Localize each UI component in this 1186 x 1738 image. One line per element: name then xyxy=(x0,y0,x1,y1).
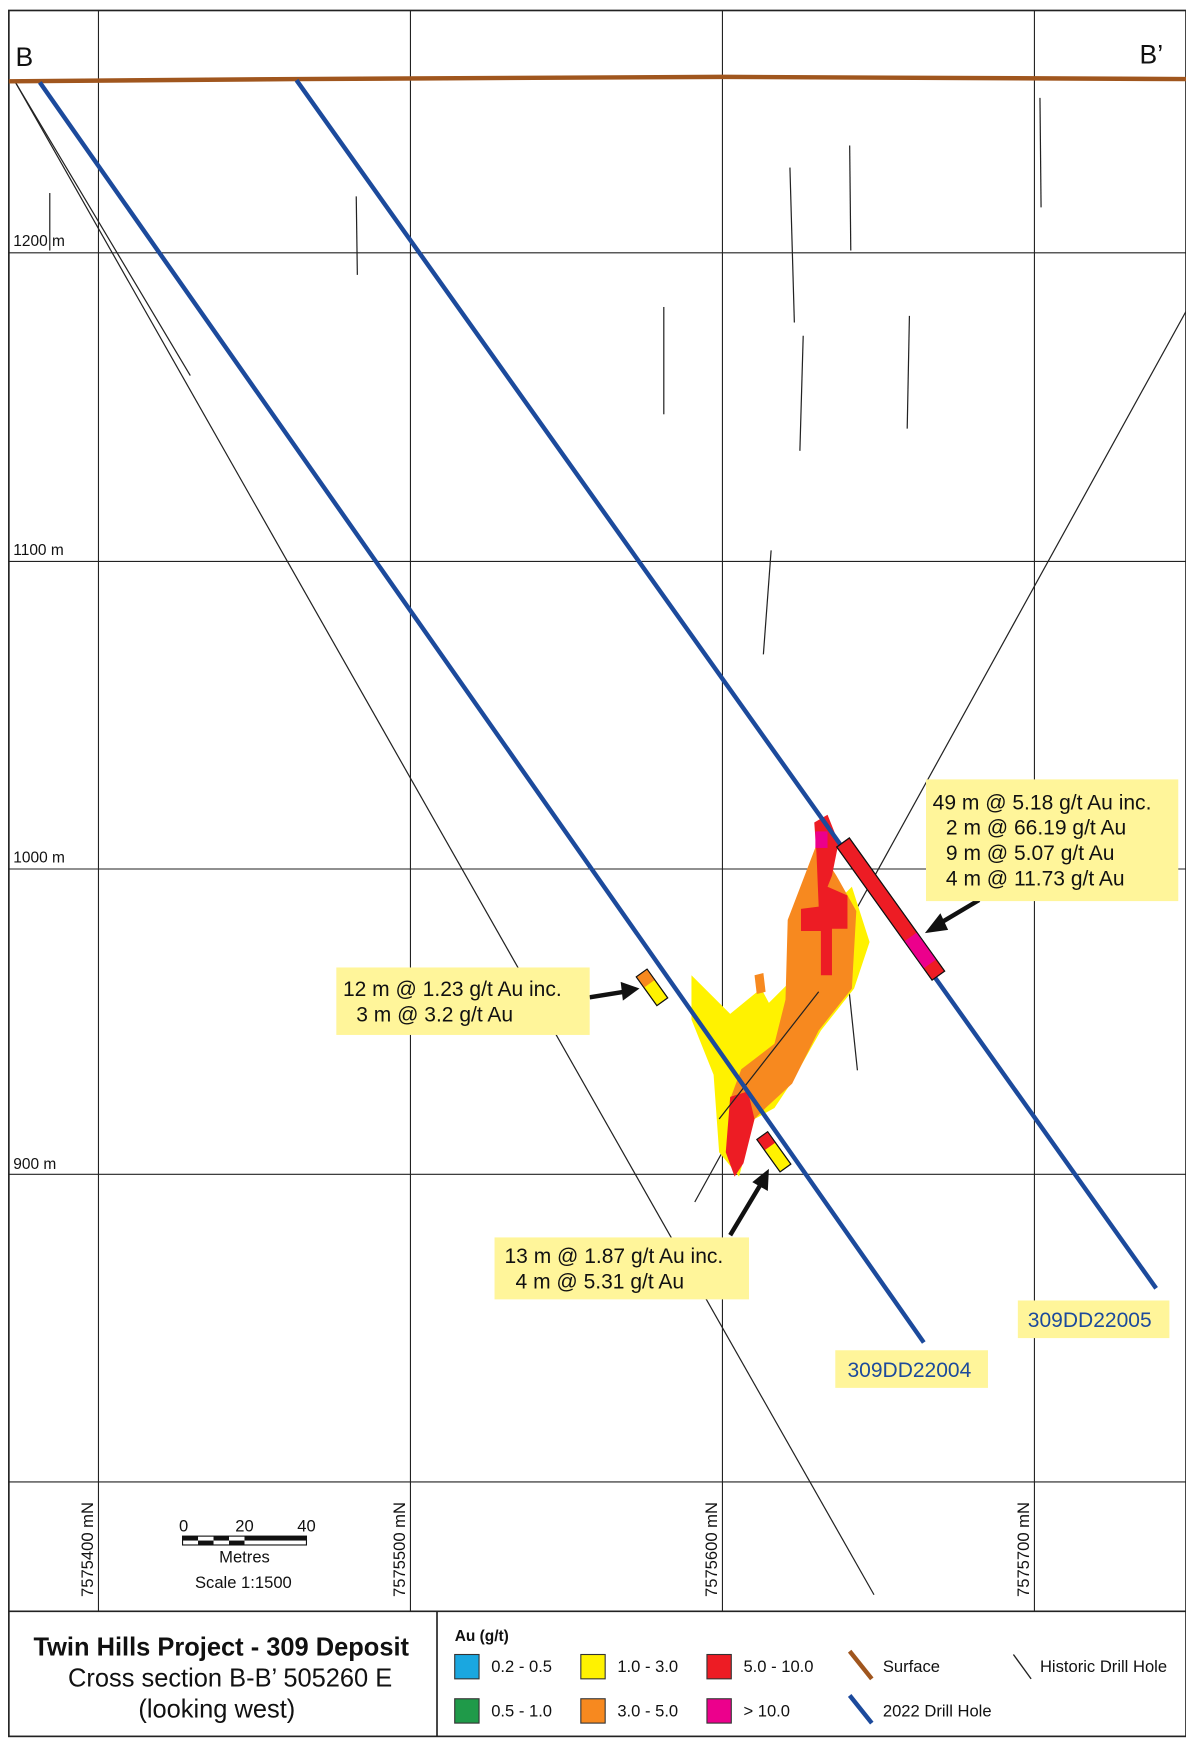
title: Twin Hills Project - 309 Deposit xyxy=(34,1634,410,1662)
elevation: 1100 m xyxy=(13,542,63,559)
elevation: 1000 m xyxy=(13,849,65,866)
legend-label: 3.0 - 5.0 xyxy=(617,1701,678,1720)
scale-tick: 0 xyxy=(179,1517,188,1536)
note: (looking west) xyxy=(138,1696,295,1724)
legend-swatch xyxy=(454,1653,480,1680)
scale-ratio: Scale 1:1500 xyxy=(195,1573,292,1592)
intercept-box xyxy=(926,779,1179,902)
northing: 7575600 mN xyxy=(702,1502,721,1597)
northing: 7575700 mN xyxy=(1014,1502,1033,1597)
hole-label: 309DD22005 xyxy=(1028,1309,1152,1332)
intercept-box xyxy=(494,1237,749,1300)
drill-holes xyxy=(38,78,1158,1344)
legend-label: 1.0 - 3.0 xyxy=(617,1657,678,1676)
section-end: B’ xyxy=(1140,40,1164,70)
elevation: 1200 m xyxy=(13,233,65,250)
hole-label-box xyxy=(1017,1300,1170,1339)
legend-swatch xyxy=(580,1698,606,1724)
hole-label-box xyxy=(835,1350,988,1388)
legend-swatch xyxy=(580,1653,606,1680)
elevation: 900 m xyxy=(13,1156,56,1173)
intercept-text: 13 m @ 1.87 g/t Au inc. 4 m @ 5.31 g/t Au xyxy=(504,1245,723,1293)
subtitle: Cross section B-B’ 505260 E xyxy=(68,1665,392,1693)
intercept-text: 49 m @ 5.18 g/t Au inc. 2 m @ 66.19 g/t A… xyxy=(933,791,1152,890)
legend-label: > 10.0 xyxy=(743,1701,790,1720)
intercept-bars xyxy=(635,837,946,1173)
elevation-labels: 1200 m 1100 m 1000 m 900 m xyxy=(13,233,65,1173)
legend: Au (g/t) Surface 2022 Drill Hole Histori… xyxy=(454,1628,1167,1725)
legend-label: 0.2 - 0.5 xyxy=(491,1657,552,1676)
legend-label: Surface xyxy=(883,1657,940,1676)
legend-title: Au (g/t) xyxy=(455,1628,509,1645)
legend-swatch xyxy=(706,1653,732,1680)
scale-tick: 40 xyxy=(297,1517,315,1536)
northing: 7575400 mN xyxy=(78,1502,97,1597)
legend-label: 2022 Drill Hole xyxy=(883,1701,992,1720)
grade-shells xyxy=(691,814,870,1177)
legend-label: 5.0 - 10.0 xyxy=(743,1657,813,1676)
intercept-text: 12 m @ 1.23 g/t Au inc. 3 m @ 3.2 g/t Au xyxy=(343,978,562,1026)
surface xyxy=(8,74,1186,84)
legend-swatch xyxy=(706,1698,732,1724)
section-start: B xyxy=(15,42,33,72)
grid xyxy=(8,10,1186,1737)
scale-tick: 20 xyxy=(235,1517,253,1536)
hole-label: 309DD22004 xyxy=(847,1359,971,1382)
northing: 7575500 mN xyxy=(390,1502,409,1597)
scale-bar: 0 20 40 Metres Scale 1:1500 xyxy=(179,1517,316,1592)
legend-label: Historic Drill Hole xyxy=(1040,1657,1167,1676)
legend-swatch xyxy=(454,1698,480,1724)
arrows xyxy=(589,898,981,1237)
legend-label: 0.5 - 1.0 xyxy=(491,1701,552,1720)
intercept-box xyxy=(336,967,590,1035)
scale-unit: Metres xyxy=(219,1548,270,1567)
